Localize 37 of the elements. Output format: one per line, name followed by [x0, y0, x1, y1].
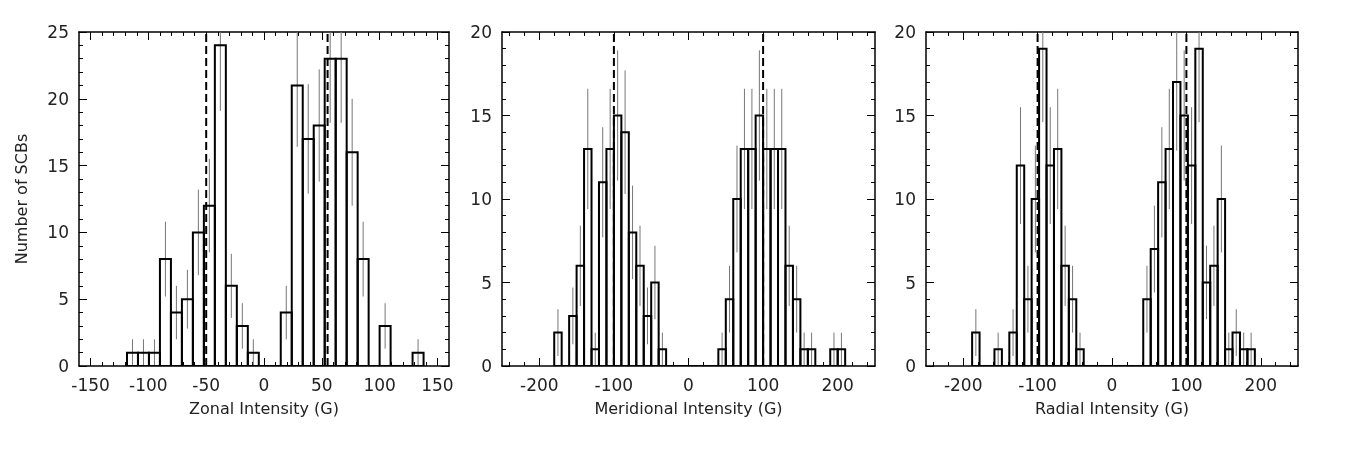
y-tick-label: 20 [470, 22, 492, 42]
y-tick-label: 5 [905, 272, 916, 293]
y-axis-title: Number of SCBs [11, 133, 31, 265]
x-tick-label: 50 [310, 374, 333, 395]
y-tick-label: 0 [905, 356, 916, 376]
x-tick-label: 150 [421, 374, 454, 395]
x-tick-label: 0 [683, 374, 694, 395]
x-tick-label: -200 [520, 374, 559, 395]
x-tick-label: -200 [943, 374, 983, 395]
y-tick-label: 15 [894, 105, 916, 126]
y-tick-label: 5 [481, 272, 492, 293]
y-tick-label: 5 [58, 289, 69, 310]
x-axis-title: Radial Intensity (G) [1034, 398, 1190, 418]
x-tick-label: -150 [71, 374, 110, 395]
y-tick-label: 15 [47, 155, 69, 176]
y-tick-label: 10 [47, 222, 69, 243]
y-tick-label: 0 [481, 356, 492, 376]
x-tick-label: 100 [1170, 374, 1203, 395]
x-axis-title: Zonal Intensity (G) [189, 398, 339, 418]
y-tick-label: 20 [894, 22, 916, 42]
y-tick-label: 15 [470, 105, 492, 126]
y-tick-label: 10 [894, 189, 916, 209]
x-tick-label: 0 [258, 374, 270, 395]
x-tick-label: 0 [1106, 374, 1118, 395]
y-tick-label: 25 [47, 22, 69, 42]
y-tick-label: 10 [470, 189, 492, 209]
x-axis-title: Meridional Intensity (G) [594, 398, 783, 418]
x-tick-label: 200 [821, 374, 854, 395]
x-tick-label: 100 [363, 374, 396, 395]
y-tick-label: 20 [47, 88, 69, 109]
x-tick-label: -100 [1018, 374, 1057, 395]
x-tick-label: -50 [192, 374, 221, 395]
x-tick-label: -100 [129, 374, 168, 395]
x-tick-label: -100 [594, 374, 634, 395]
y-tick-label: 0 [58, 356, 69, 376]
x-tick-label: 200 [1244, 374, 1278, 395]
x-tick-label: 100 [746, 374, 780, 395]
